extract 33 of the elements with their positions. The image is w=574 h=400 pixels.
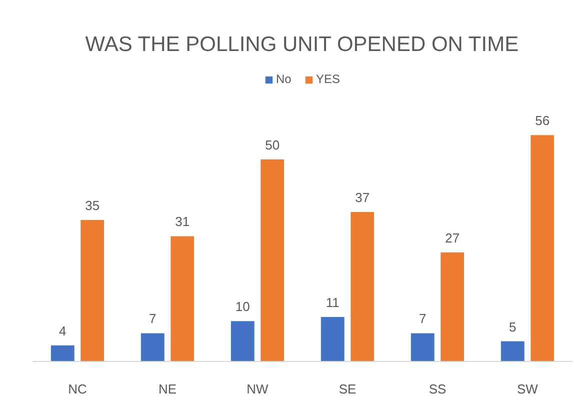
data-label: 5 <box>509 319 516 334</box>
legend-label: YES <box>316 72 340 86</box>
x-tick-label: SW <box>517 382 539 396</box>
data-label: 7 <box>149 311 156 326</box>
bar <box>50 345 74 362</box>
x-tick-label: SE <box>338 382 356 396</box>
data-label: 10 <box>235 299 250 314</box>
data-label: 50 <box>265 137 280 152</box>
bar <box>170 236 194 362</box>
bar <box>350 212 374 362</box>
bar <box>140 333 164 362</box>
chart-title: WAS THE POLLING UNIT OPENED ON TIME <box>85 33 519 56</box>
bar <box>80 220 104 362</box>
legend-label: No <box>276 72 292 86</box>
data-label: 27 <box>445 230 460 246</box>
x-tick-label: SS <box>428 382 446 396</box>
data-label: 7 <box>419 311 426 326</box>
data-label: 37 <box>355 190 370 205</box>
bar <box>320 317 344 362</box>
x-tick-label: NC <box>68 382 87 396</box>
bar <box>530 135 554 362</box>
data-label: 4 <box>59 323 66 338</box>
bar <box>230 321 254 362</box>
bar <box>500 341 524 362</box>
x-tick-label: NW <box>246 382 270 396</box>
bar <box>440 252 464 362</box>
x-tick-label: NE <box>158 382 177 396</box>
data-label: 31 <box>175 214 190 230</box>
data-label: 11 <box>326 295 340 310</box>
bar <box>260 159 284 362</box>
data-label: 35 <box>85 198 100 214</box>
data-label: 56 <box>535 113 550 128</box>
bar <box>410 333 434 362</box>
